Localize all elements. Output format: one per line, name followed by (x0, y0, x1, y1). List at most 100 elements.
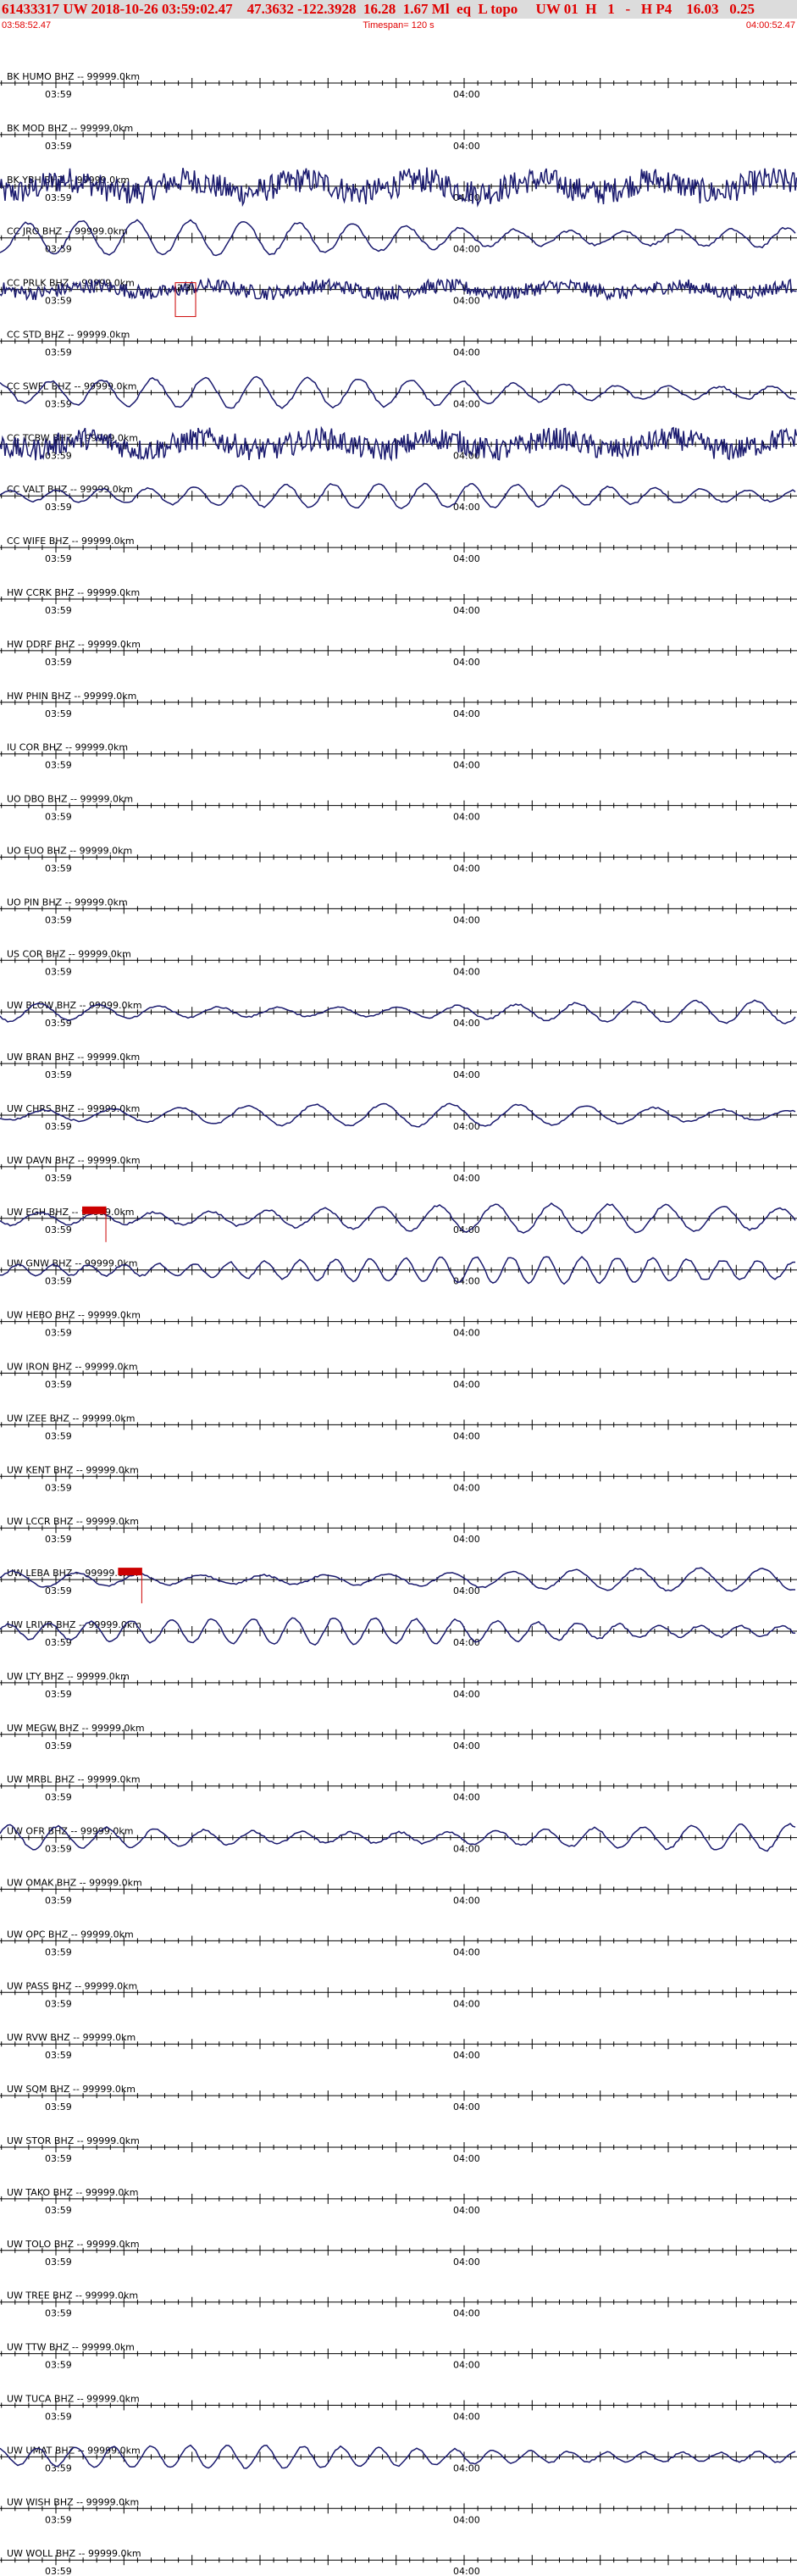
time-tick-label: 03:59 (45, 1896, 72, 1907)
time-tick-label: 04:00 (453, 2514, 480, 2525)
time-tick-label: 03:59 (45, 553, 72, 564)
time-tick-label: 04:00 (453, 914, 480, 925)
time-tick-label: 03:59 (45, 2205, 72, 2216)
time-tick-label: 04:00 (453, 2360, 480, 2371)
trace-label: UW UMAT BHZ -- 99999.0km (7, 2445, 141, 2456)
time-tick-label: 04:00 (453, 1018, 480, 1029)
time-tick-label: 04:00 (453, 2566, 480, 2576)
time-tick-label: 04:00 (453, 244, 480, 255)
trace-label: CC WIFE BHZ -- 99999.0km (7, 536, 135, 547)
time-tick-label: 04:00 (453, 1276, 480, 1287)
time-tick-label: 03:59 (45, 1946, 72, 1957)
trace-label: UW LRIVR BHZ -- 99999.0km (7, 1619, 141, 1630)
time-tick-label: 04:00 (453, 398, 480, 409)
trace-label: US COR BHZ -- 99999.0km (7, 948, 131, 959)
time-tick-label: 04:00 (453, 1430, 480, 1441)
time-tick-label: 04:00 (453, 760, 480, 771)
time-tick-label: 03:59 (45, 244, 72, 255)
event-title: 61433317 UW 2018-10-26 03:59:02.47 47.36… (2, 1, 755, 17)
trace-label: UO EUO BHZ -- 99999.0km (7, 846, 132, 857)
timespan-label: Timespan= 120 s (363, 20, 434, 31)
trace-label: UW TREE BHZ -- 99999.0km (7, 2290, 138, 2301)
time-tick-label: 03:59 (45, 2308, 72, 2319)
time-tick-label: 04:00 (453, 812, 480, 823)
time-tick-label: 04:00 (453, 1896, 480, 1907)
time-tick-label: 04:00 (453, 89, 480, 100)
time-tick-label: 04:00 (453, 1792, 480, 1803)
time-tick-label: 03:59 (45, 1482, 72, 1493)
trace-label: CC SWFL BHZ -- 99999.0km (7, 380, 137, 391)
waveform (0, 2444, 796, 2469)
trace-label: UW TTW BHZ -- 99999.0km (7, 2342, 135, 2353)
trace-label: UW WISH BHZ -- 99999.0km (7, 2496, 139, 2507)
time-tick-label: 03:59 (45, 1380, 72, 1391)
time-tick-label: 04:00 (453, 1844, 480, 1855)
time-tick-label: 03:59 (45, 2050, 72, 2061)
time-tick-label: 03:59 (45, 1637, 72, 1648)
time-tick-label: 04:00 (453, 2101, 480, 2112)
time-tick-label: 04:00 (453, 1740, 480, 1752)
time-tick-label: 04:00 (453, 2257, 480, 2268)
time-tick-label: 03:59 (45, 863, 72, 874)
time-tick-label: 03:59 (45, 2566, 72, 2576)
time-tick-label: 04:00 (453, 141, 480, 152)
time-tick-label: 03:59 (45, 914, 72, 925)
waveform (0, 482, 796, 509)
time-tick-label: 04:00 (453, 708, 480, 719)
end-time: 04:00:52.47 (745, 20, 795, 31)
trace-label: CC VALT BHZ -- 99999.0km (7, 484, 133, 495)
time-tick-label: 03:59 (45, 296, 72, 307)
trace-label: UW IRON BHZ -- 99999.0km (7, 1362, 138, 1373)
waveform (0, 277, 797, 302)
time-tick-label: 03:59 (45, 1224, 72, 1235)
time-tick-label: 04:00 (453, 2412, 480, 2423)
time-tick-label: 04:00 (453, 1121, 480, 1132)
trace-label: UW KENT BHZ -- 99999.0km (7, 1464, 139, 1475)
time-tick-label: 03:59 (45, 2514, 72, 2525)
time-tick-label: 03:59 (45, 1534, 72, 1545)
time-tick-label: 03:59 (45, 2462, 72, 2473)
time-tick-label: 04:00 (453, 605, 480, 616)
trace-label: UW TAKO BHZ -- 99999.0km (7, 2187, 138, 2198)
trace-label: UW DAVN BHZ -- 99999.0km (7, 1155, 141, 1166)
time-tick-label: 03:59 (45, 398, 72, 409)
time-tick-label: 04:00 (453, 1689, 480, 1700)
time-tick-label: 04:00 (453, 347, 480, 358)
time-tick-label: 04:00 (453, 1224, 480, 1235)
time-tick-label: 04:00 (453, 2308, 480, 2319)
trace-label: UW OFR BHZ -- 99999.0km (7, 1826, 133, 1837)
trace-label: UW LCCR BHZ -- 99999.0km (7, 1516, 139, 1527)
time-tick-label: 03:59 (45, 2257, 72, 2268)
trace-label: UW BRAN BHZ -- 99999.0km (7, 1052, 140, 1063)
trace-label: BK HUMO BHZ -- 99999.0km (7, 71, 140, 82)
time-tick-label: 03:59 (45, 192, 72, 203)
time-tick-label: 04:00 (453, 1482, 480, 1493)
time-tick-label: 03:59 (45, 450, 72, 461)
time-tick-label: 03:59 (45, 1585, 72, 1596)
time-tick-label: 03:59 (45, 1844, 72, 1855)
time-tick-label: 04:00 (453, 2050, 480, 2061)
time-tick-label: 04:00 (453, 1534, 480, 1545)
waveform (0, 425, 797, 462)
trace-label: UW WOLL BHZ -- 99999.0km (7, 2548, 141, 2559)
waveform (0, 1102, 796, 1128)
waveform (0, 1617, 796, 1646)
trace-label: UW GNW BHZ -- 99999.0km (7, 1258, 137, 1269)
trace-label: UW TUCA BHZ -- 99999.0km (7, 2394, 140, 2405)
time-tick-label: 03:59 (45, 89, 72, 100)
header: 61433317 UW 2018-10-26 03:59:02.47 47.36… (0, 0, 797, 34)
time-tick-label: 03:59 (45, 1069, 72, 1080)
trace-label: HW CCRK BHZ -- 99999.0km (7, 587, 140, 598)
time-tick-label: 04:00 (453, 863, 480, 874)
trace-label: BK MOD BHZ -- 99999.0km (7, 123, 133, 134)
time-tick-label: 03:59 (45, 708, 72, 719)
waveform (0, 167, 797, 208)
trace-label: HW DDRF BHZ -- 99999.0km (7, 639, 141, 650)
trace-label: CC STD BHZ -- 99999.0km (7, 330, 130, 341)
time-tick-label: 04:00 (453, 2205, 480, 2216)
time-tick-label: 03:59 (45, 1173, 72, 1184)
time-tick-label: 03:59 (45, 1689, 72, 1700)
time-tick-label: 04:00 (453, 553, 480, 564)
trace-label: HW PHIN BHZ -- 99999.0km (7, 691, 136, 702)
